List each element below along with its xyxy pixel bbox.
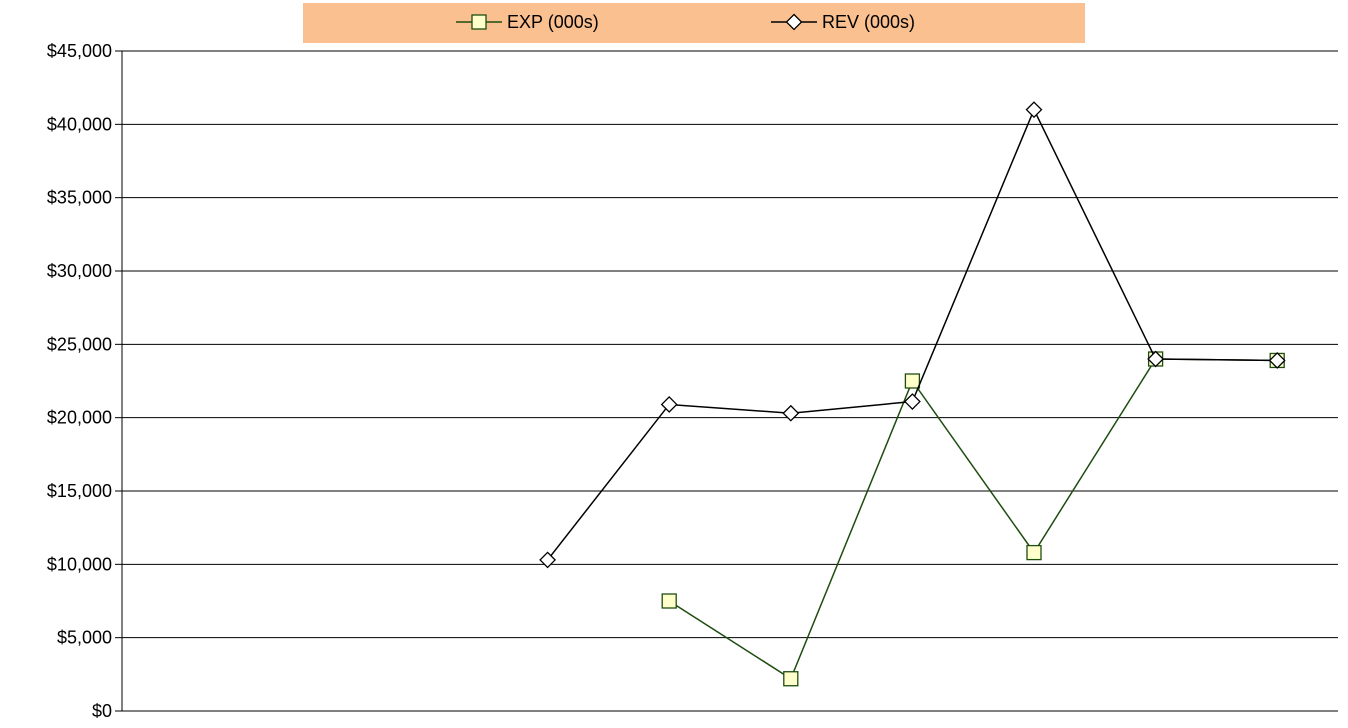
legend-item-exp: EXP (000s) xyxy=(456,12,599,32)
data-point-exp xyxy=(661,593,677,609)
data-point-rev xyxy=(1268,352,1286,369)
y-tick-label: $0 xyxy=(92,701,112,721)
y-tick-label: $25,000 xyxy=(47,334,112,354)
data-point-rev xyxy=(539,551,557,569)
data-point-exp xyxy=(1026,544,1042,561)
y-tick-label: $5,000 xyxy=(57,628,112,648)
y-tick-label: $30,000 xyxy=(47,261,112,281)
legend: EXP (000s) REV (000s) xyxy=(303,3,1085,43)
y-axis: $0 $5,000 $10,000 $15,000 $20,000 $25,000 $30,… xyxy=(47,41,123,721)
data-point-exp xyxy=(783,671,799,687)
series-layer xyxy=(539,101,1286,687)
series-line-rev xyxy=(547,107,1278,561)
legend-marker-exp xyxy=(471,14,487,30)
series-rev xyxy=(539,101,1286,569)
series-exp xyxy=(661,351,1285,687)
y-tick-label: $15,000 xyxy=(47,481,112,501)
legend-item-rev: REV (000s) xyxy=(771,12,915,32)
data-point-rev xyxy=(660,396,678,413)
y-tick-label: $35,000 xyxy=(47,188,112,208)
y-tick-label: $20,000 xyxy=(47,408,112,428)
series-line-exp xyxy=(668,358,1278,680)
data-point-rev xyxy=(782,404,800,422)
data-point-exp xyxy=(904,373,921,389)
y-tick-label: $45,000 xyxy=(47,41,112,61)
data-point-rev xyxy=(1147,350,1165,368)
legend-marker-rev xyxy=(785,13,803,31)
legend-background xyxy=(303,3,1085,43)
data-point-rev xyxy=(903,393,921,410)
data-point-rev xyxy=(1025,101,1043,119)
y-tick-label: $10,000 xyxy=(47,554,112,574)
legend-label-exp: EXP (000s) xyxy=(507,12,599,32)
y-tick-label: $40,000 xyxy=(47,114,112,134)
gridlines xyxy=(122,50,1338,712)
legend-label-rev: REV (000s) xyxy=(822,12,915,32)
